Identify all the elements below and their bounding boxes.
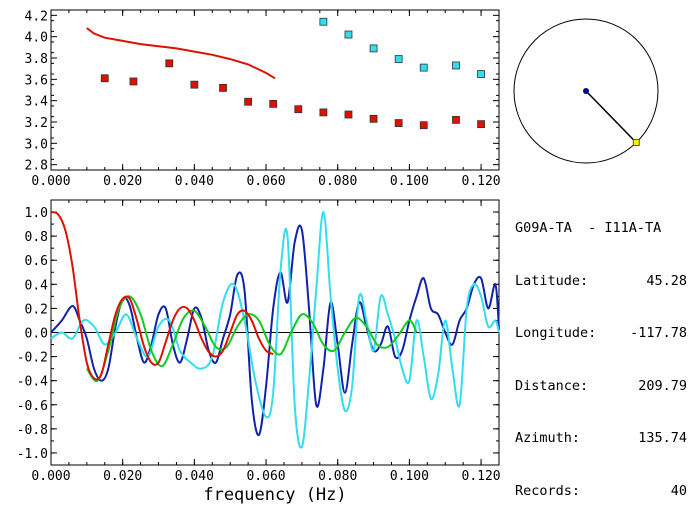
x-tick-label: 0.060 [246, 469, 285, 484]
x-tick-label: 0.020 [103, 469, 142, 484]
info-label: Distance: [515, 377, 589, 394]
bottom-correlation-chart: 0.000 0.020 0.040 0.060 0.080 0.100 0.120 1.0 0.… [17, 199, 501, 505]
data-point [129, 77, 138, 86]
y-tick-label: 0.4 [25, 278, 49, 293]
station-info-panel: G09A-TA - I11A-TA Latitude: 45.28 Longitu… [515, 185, 693, 518]
data-point [319, 17, 328, 26]
y-tick-label: -0.4 [17, 375, 48, 390]
x-tick-label: 0.040 [175, 469, 214, 484]
y-tick-label: 0.2 [25, 302, 48, 317]
plot-frame [50, 9, 500, 171]
data-point [477, 70, 485, 78]
y-tick-label: 4.2 [25, 9, 48, 24]
info-row-records: Records: 40 [515, 483, 693, 501]
data-point [369, 44, 378, 53]
station-pair-title: G09A-TA - I11A-TA [515, 220, 662, 236]
info-value: -117.78 [630, 325, 687, 341]
data-point [269, 99, 278, 108]
x-tick-label: 0.040 [175, 174, 214, 189]
info-value: 135.74 [638, 430, 687, 446]
data-point [452, 61, 460, 70]
info-row-latitude: Latitude: 45.28 [515, 273, 693, 291]
top-velocity-chart: 0.000 0.020 0.040 0.060 0.080 0.100 0.120 2.8 3.… [25, 9, 501, 189]
x-tick-label: 0.060 [246, 174, 285, 189]
y-tick-label: 4.0 [25, 31, 48, 46]
data-point [344, 110, 353, 119]
station-endpoint-marker [632, 139, 640, 146]
data-point [394, 119, 403, 127]
info-row-azimuth: Azimuth: 135.74 [515, 430, 693, 448]
azimuth-circle-plot [513, 18, 659, 164]
data-point [369, 114, 378, 123]
y-tick-label: 0.6 [25, 254, 48, 269]
x-tick-label: 0.100 [390, 469, 429, 484]
y-tick-label: 3.0 [25, 137, 48, 152]
y-tick-label: 3.4 [25, 95, 49, 110]
y-tick-label: 0.8 [25, 230, 48, 245]
station-center-dot [583, 88, 589, 94]
y-tick-label: -0.8 [17, 423, 48, 438]
info-label: Latitude: [515, 272, 589, 289]
correlation-series-line [85, 295, 418, 383]
data-point [219, 83, 227, 92]
info-value: 45.28 [646, 272, 687, 289]
info-label: Records: [515, 482, 581, 499]
data-point [190, 80, 199, 89]
y-tick-label: 2.8 [25, 159, 48, 174]
x-tick-label: 0.080 [318, 469, 357, 484]
data-point [244, 97, 253, 106]
correlation-series-line [50, 224, 500, 436]
x-tick-label: 0.100 [390, 174, 429, 189]
data-point [452, 115, 460, 124]
data-point [394, 55, 403, 63]
x-tick-label: 0.000 [31, 469, 70, 484]
x-tick-label: 0.080 [318, 174, 357, 189]
data-point [344, 30, 353, 39]
data-point [419, 63, 428, 72]
info-value: 40 [670, 482, 687, 499]
info-row-longitude: Longitude: -117.78 [515, 325, 693, 343]
x-tick-label: 0.120 [462, 174, 501, 189]
y-tick-label: -1.0 [17, 447, 48, 462]
y-tick-label: 1.0 [25, 206, 48, 221]
data-point [165, 59, 174, 68]
y-tick-label: 0.0 [25, 327, 48, 342]
data-point [477, 120, 485, 129]
x-tick-label: 0.000 [31, 174, 70, 189]
data-point [100, 74, 109, 83]
x-tick-label: 0.020 [103, 174, 142, 189]
info-label: Longitude: [515, 325, 597, 341]
data-point [319, 108, 328, 117]
azimuth-circle [513, 18, 659, 164]
y-tick-label: -0.2 [17, 351, 48, 366]
x-tick-label: 0.120 [462, 469, 501, 484]
y-tick-label: 3.6 [25, 73, 48, 88]
x-axis-label: frequency (Hz) [203, 485, 346, 505]
info-label: Azimuth: [515, 430, 581, 446]
y-tick-label: 3.2 [25, 116, 48, 131]
azimuth-line [585, 90, 637, 144]
velocity-curve [86, 27, 276, 80]
info-value: 209.79 [638, 377, 687, 394]
info-row-distance: Distance: 209.79 [515, 378, 693, 396]
y-tick-label: -0.6 [17, 399, 48, 414]
data-point [419, 121, 428, 130]
correlation-series-line [50, 211, 274, 381]
data-point [294, 105, 303, 114]
y-tick-label: 3.8 [25, 52, 48, 67]
correlation-series-line [50, 210, 500, 449]
